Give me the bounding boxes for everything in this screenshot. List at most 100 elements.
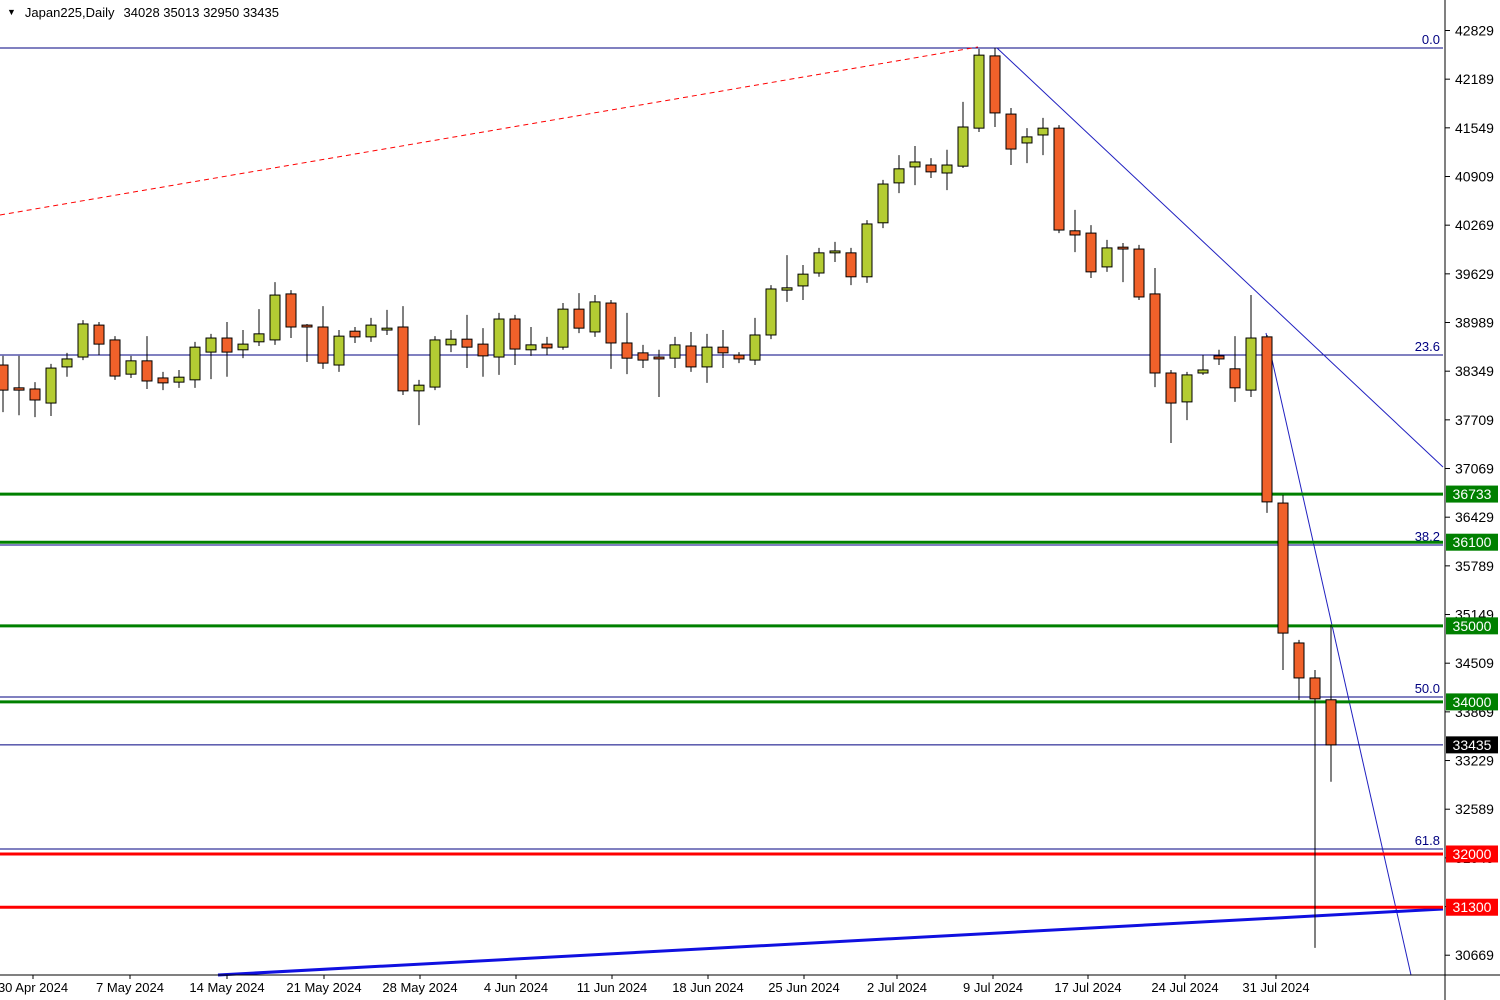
bullish-candle-body bbox=[1101, 247, 1113, 268]
bullish-candle-body bbox=[253, 333, 265, 343]
candle bbox=[861, 220, 873, 283]
candle bbox=[141, 336, 153, 389]
candle bbox=[253, 309, 265, 347]
candle bbox=[573, 293, 585, 334]
candle bbox=[669, 336, 681, 369]
candle bbox=[957, 101, 969, 169]
level-price-badge: 35000 bbox=[1446, 617, 1498, 635]
level-price-badge: 34000 bbox=[1446, 693, 1498, 711]
rising-dashed-red-trendline[interactable] bbox=[0, 46, 979, 216]
bullish-candle-body bbox=[797, 273, 809, 287]
bearish-candle-body bbox=[349, 330, 361, 338]
bullish-candle-body bbox=[173, 376, 185, 383]
bearish-candle-body bbox=[1053, 127, 1065, 231]
bullish-candle-body bbox=[877, 183, 889, 224]
bullish-candle-body bbox=[45, 367, 57, 404]
bearish-candle-body bbox=[157, 377, 169, 384]
candle bbox=[173, 369, 185, 388]
bearish-candle-body bbox=[1293, 642, 1305, 679]
candle bbox=[269, 282, 281, 345]
price-tick-label: 40909 bbox=[1455, 169, 1494, 185]
level-price-badge: 31300 bbox=[1446, 898, 1498, 916]
candle bbox=[701, 333, 713, 383]
time-axis[interactable]: 30 Apr 2024 7 May 2024 14 May 2024 21 May 2… bbox=[0, 975, 1310, 995]
bearish-candle-body bbox=[717, 346, 729, 354]
chart-title-bar: ▼ Japan225,Daily 34028 35013 32950 33435 bbox=[7, 5, 279, 20]
candle bbox=[749, 317, 761, 366]
bearish-candle-body bbox=[397, 326, 409, 392]
bearish-candle-body bbox=[1133, 248, 1145, 298]
date-tick-label: 24 Jul 2024 bbox=[1151, 980, 1218, 995]
date-tick-label: 4 Jun 2024 bbox=[484, 980, 548, 995]
bearish-candle-body bbox=[1069, 230, 1081, 236]
level-price-badge-text: 36733 bbox=[1453, 486, 1492, 502]
date-tick-label: 7 May 2024 bbox=[96, 980, 164, 995]
date-tick-label: 30 Apr 2024 bbox=[0, 980, 68, 995]
candle bbox=[1325, 624, 1337, 782]
bearish-candle-body bbox=[541, 343, 553, 349]
bullish-candle-body bbox=[269, 294, 281, 341]
date-tick-label: 18 Jun 2024 bbox=[672, 980, 744, 995]
candle bbox=[1085, 225, 1097, 278]
candle bbox=[429, 336, 441, 391]
date-tick-label: 28 May 2024 bbox=[382, 980, 457, 995]
candle bbox=[605, 300, 617, 369]
fib-level-label: 0.0 bbox=[1422, 32, 1440, 47]
candle bbox=[397, 306, 409, 396]
rising-thick-blue-trendline[interactable] bbox=[217, 907, 1444, 977]
bearish-candle-body bbox=[637, 352, 649, 361]
price-tick-label: 33229 bbox=[1455, 753, 1494, 769]
candle bbox=[13, 355, 25, 416]
bearish-candle-body bbox=[925, 164, 937, 173]
chart-marker-icon: ▼ bbox=[7, 7, 16, 17]
candle bbox=[93, 322, 105, 356]
candle bbox=[733, 352, 745, 364]
bearish-candle-body bbox=[1085, 232, 1097, 273]
level-price-badge-text: 34000 bbox=[1453, 694, 1492, 710]
bullish-candle-body bbox=[781, 287, 793, 291]
level-price-badge: 32000 bbox=[1446, 845, 1498, 863]
date-tick-label: 17 Jul 2024 bbox=[1054, 980, 1121, 995]
candle bbox=[189, 341, 201, 388]
bearish-candle-body bbox=[1277, 502, 1289, 634]
bearish-candle-body bbox=[477, 343, 489, 357]
candle bbox=[1229, 336, 1241, 402]
candle bbox=[461, 314, 473, 369]
level-price-badge-text: 32000 bbox=[1453, 846, 1492, 862]
candle bbox=[381, 309, 393, 335]
chart-ohlc-values: 34028 35013 32950 33435 bbox=[123, 5, 279, 20]
descending-blue-trendline[interactable] bbox=[996, 47, 1444, 468]
bullish-candle-body bbox=[1181, 374, 1193, 403]
candle bbox=[1021, 128, 1033, 164]
bearish-candle-body bbox=[1149, 293, 1161, 374]
candle bbox=[941, 149, 953, 191]
current-price-badge-text: 33435 bbox=[1453, 737, 1492, 753]
level-price-badge-text: 31300 bbox=[1453, 899, 1492, 915]
price-tick-label: 30669 bbox=[1455, 947, 1494, 963]
candle bbox=[1309, 669, 1321, 948]
bullish-candle-body bbox=[861, 223, 873, 278]
price-tick-label: 40269 bbox=[1455, 217, 1494, 233]
bullish-candle-body bbox=[237, 343, 249, 351]
level-price-badge-text: 35000 bbox=[1453, 618, 1492, 634]
price-tick-label: 38349 bbox=[1455, 363, 1494, 379]
bullish-candle-body bbox=[813, 252, 825, 274]
bearish-candle-body bbox=[29, 388, 41, 401]
fibonacci-retracement[interactable]: 0.0 23.6 38.2 50.0 61.8 bbox=[0, 32, 1443, 850]
candle bbox=[477, 328, 489, 377]
candle bbox=[125, 355, 137, 378]
bearish-candle-body bbox=[0, 364, 9, 391]
candle bbox=[445, 330, 457, 353]
candle bbox=[45, 363, 57, 416]
steep-descending-blue-trendline[interactable] bbox=[1265, 332, 1412, 976]
candle bbox=[653, 349, 665, 397]
candle bbox=[205, 333, 217, 380]
bullish-candle-body bbox=[1037, 127, 1049, 136]
price-tick-label: 41549 bbox=[1455, 120, 1494, 136]
bullish-candle-body bbox=[77, 323, 89, 358]
bullish-candle-body bbox=[525, 344, 537, 351]
candle bbox=[317, 306, 329, 369]
